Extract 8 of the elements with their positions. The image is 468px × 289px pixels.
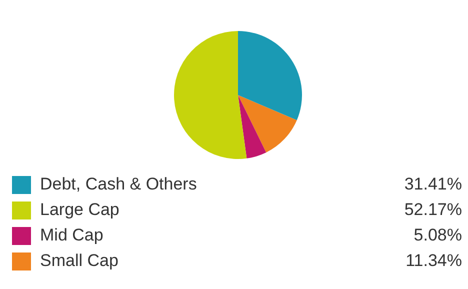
data-label: 11.34% [406,251,462,270]
legend-label: Large Cap [40,200,120,220]
data-label: 52.17% [404,200,462,220]
data-label: 31.41% [404,174,462,194]
legend-label: Mid Cap [40,226,104,245]
legend-label: Small Cap [40,251,118,270]
legend-label: Debt, Cash & Others [40,174,197,194]
data-label: 5.08% [414,226,462,245]
